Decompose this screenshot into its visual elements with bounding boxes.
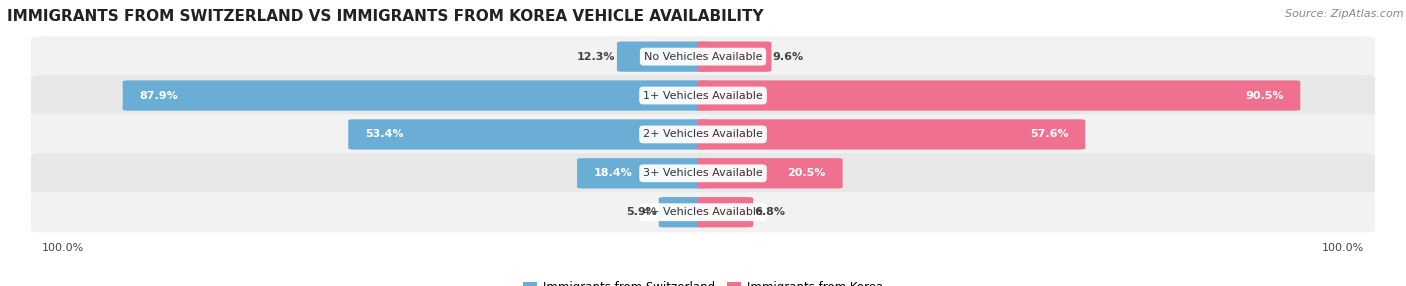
Text: 5.9%: 5.9% <box>627 207 658 217</box>
FancyBboxPatch shape <box>617 41 709 72</box>
Text: 57.6%: 57.6% <box>1029 130 1069 139</box>
Text: 6.8%: 6.8% <box>755 207 786 217</box>
Text: IMMIGRANTS FROM SWITZERLAND VS IMMIGRANTS FROM KOREA VEHICLE AVAILABILITY: IMMIGRANTS FROM SWITZERLAND VS IMMIGRANT… <box>7 9 763 23</box>
Text: 87.9%: 87.9% <box>139 91 179 100</box>
Text: 2+ Vehicles Available: 2+ Vehicles Available <box>643 130 763 139</box>
FancyBboxPatch shape <box>697 197 754 227</box>
FancyBboxPatch shape <box>31 192 1375 233</box>
FancyBboxPatch shape <box>576 158 709 188</box>
Text: 53.4%: 53.4% <box>366 130 404 139</box>
FancyBboxPatch shape <box>31 153 1375 194</box>
FancyBboxPatch shape <box>122 80 709 111</box>
Text: 100.0%: 100.0% <box>42 243 84 253</box>
FancyBboxPatch shape <box>697 119 1085 150</box>
Text: 18.4%: 18.4% <box>593 168 633 178</box>
Legend: Immigrants from Switzerland, Immigrants from Korea: Immigrants from Switzerland, Immigrants … <box>523 281 883 286</box>
FancyBboxPatch shape <box>697 80 1301 111</box>
Text: 1+ Vehicles Available: 1+ Vehicles Available <box>643 91 763 100</box>
Text: 100.0%: 100.0% <box>1322 243 1364 253</box>
FancyBboxPatch shape <box>697 41 772 72</box>
FancyBboxPatch shape <box>31 36 1375 77</box>
FancyBboxPatch shape <box>697 158 842 188</box>
FancyBboxPatch shape <box>349 119 709 150</box>
Text: No Vehicles Available: No Vehicles Available <box>644 52 762 61</box>
FancyBboxPatch shape <box>31 114 1375 155</box>
FancyBboxPatch shape <box>659 197 709 227</box>
Text: 3+ Vehicles Available: 3+ Vehicles Available <box>643 168 763 178</box>
Text: 4+ Vehicles Available: 4+ Vehicles Available <box>643 207 763 217</box>
Text: 90.5%: 90.5% <box>1244 91 1284 100</box>
Text: 9.6%: 9.6% <box>773 52 804 61</box>
FancyBboxPatch shape <box>31 75 1375 116</box>
Text: 20.5%: 20.5% <box>787 168 825 178</box>
Text: Source: ZipAtlas.com: Source: ZipAtlas.com <box>1285 9 1403 19</box>
Text: 12.3%: 12.3% <box>576 52 616 61</box>
